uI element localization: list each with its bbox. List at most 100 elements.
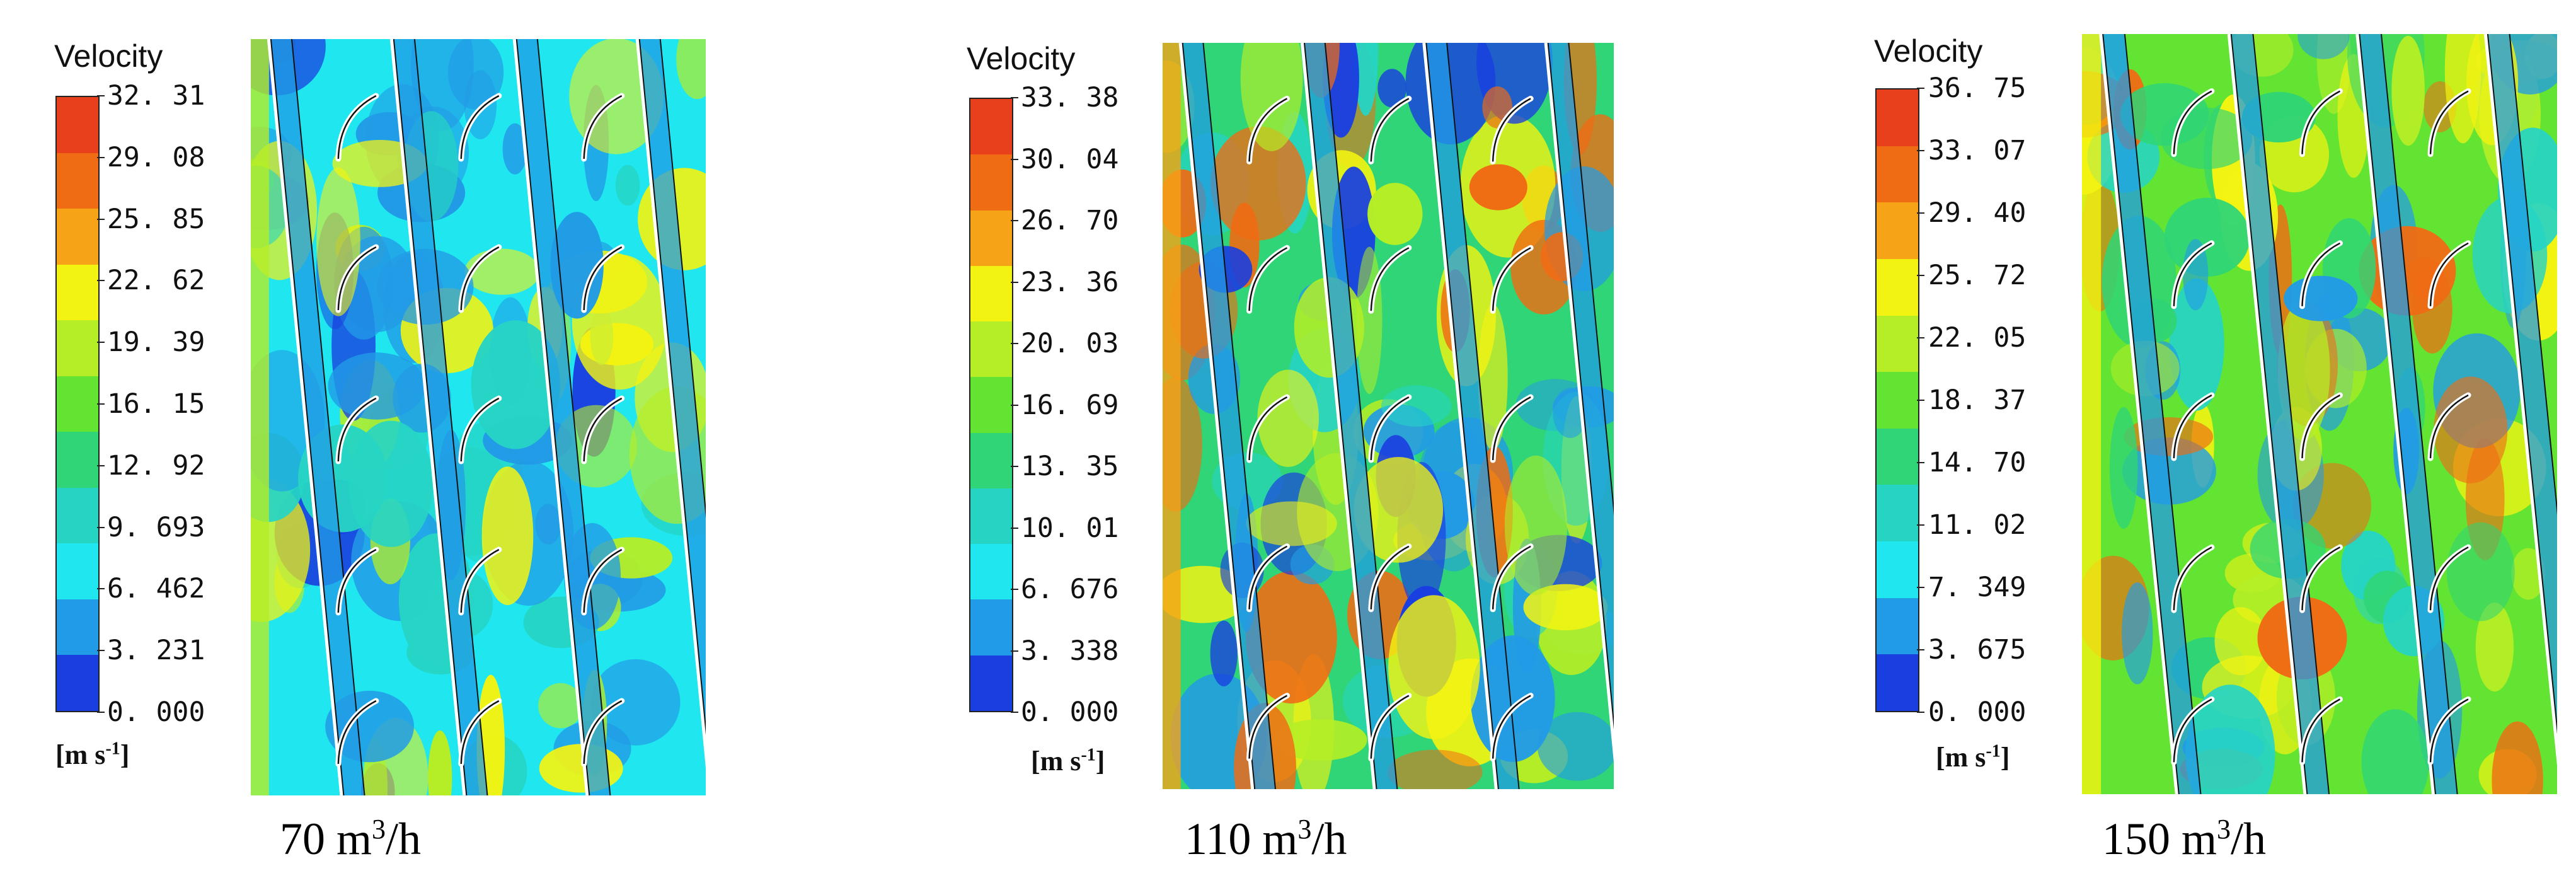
inlet-band <box>251 39 269 795</box>
colorbar-tick <box>1917 212 1924 214</box>
velocity-region <box>1478 304 1508 451</box>
guide-vane-edge <box>460 246 500 311</box>
blade-strip <box>635 39 706 768</box>
flow-rate-caption: 70 m3/h <box>280 814 422 864</box>
colorbar-tick <box>1917 337 1924 338</box>
guide-vane-edge <box>2301 394 2341 459</box>
colorbar-tick-label: 9. 693 <box>107 511 205 543</box>
colorbar-tick <box>1917 524 1924 526</box>
guide-vane-edge <box>1492 545 1531 609</box>
guide-vane-edge <box>1248 695 1288 759</box>
guide-vane-edge <box>460 548 500 613</box>
guide-vane-edge <box>337 246 377 311</box>
guide-vane-edge <box>460 95 500 159</box>
colorbar-tick <box>1011 281 1018 283</box>
velocity-region <box>1367 183 1423 245</box>
colorbar-tick <box>1917 275 1924 276</box>
velocity-region <box>550 212 604 319</box>
guide-vane-edge <box>2301 90 2341 154</box>
colorbar-tick <box>1917 712 1924 713</box>
colorbar-segment <box>57 487 98 544</box>
blade-strip <box>2483 34 2557 766</box>
colorbar-tick-label: 6. 462 <box>107 573 205 605</box>
guide-vane-edge <box>1370 247 1410 311</box>
guide-vane-edge <box>337 95 377 159</box>
colorbar-segment <box>970 544 1012 600</box>
guide-vane-edge <box>2173 90 2212 154</box>
colorbar-segment <box>57 655 98 712</box>
colorbar-segment <box>57 320 98 376</box>
colorbar-tick-label: 25. 72 <box>1928 260 2027 291</box>
colorbar-tick-label: 33. 38 <box>1021 82 1119 113</box>
guide-vane-edge <box>2429 394 2469 459</box>
velocity-region <box>538 683 584 729</box>
colorbar-tick <box>97 95 105 96</box>
colorbar-tick <box>1917 150 1924 151</box>
velocity-region <box>2214 607 2267 676</box>
colorbar-tick <box>97 280 105 282</box>
colorbar-tick <box>1011 650 1018 652</box>
colorbar-segment <box>970 377 1012 433</box>
velocity-region <box>1210 620 1238 686</box>
velocity-region <box>535 504 561 545</box>
colorbar-tick <box>1011 220 1018 221</box>
colorbar-tick <box>1011 466 1018 467</box>
colorbar-segment <box>1877 202 1918 259</box>
colorbar-tick-label: 18. 37 <box>1928 384 2027 416</box>
colorbar-segment <box>57 264 98 321</box>
guide-vane-edge <box>1248 247 1288 311</box>
velocity-region <box>464 248 540 295</box>
colorbar-tick-label: 23. 36 <box>1021 266 1119 298</box>
guide-vane-edge <box>2301 546 2341 611</box>
colorbar-tick <box>97 156 105 158</box>
velocity-region <box>590 659 681 746</box>
velocity-region <box>2109 407 2138 529</box>
velocity-region <box>1257 369 1319 467</box>
velocity-region <box>2492 721 2543 794</box>
colorbar-tick-label: 22. 62 <box>107 265 205 297</box>
colorbar-tick <box>1917 88 1924 89</box>
colorbar-tick-label: 3. 675 <box>1928 634 2027 666</box>
legend-title: Velocity <box>54 38 163 74</box>
guide-vane-edge <box>1248 545 1288 609</box>
colorbar-segment <box>57 543 98 599</box>
colorbar-segment <box>57 432 98 488</box>
colorbar-segment <box>1877 372 1918 429</box>
velocity-region <box>502 123 527 175</box>
colorbar-tick-label: 12. 92 <box>107 449 205 482</box>
colorbar-segment <box>1877 146 1918 203</box>
colorbar-tick-label: 13. 35 <box>1021 451 1119 482</box>
colorbar-tick-label: 6. 676 <box>1021 574 1119 605</box>
colorbar-tick-label: 14. 70 <box>1928 447 2027 478</box>
velocity-region <box>2444 34 2481 144</box>
velocity-region <box>1381 385 1452 427</box>
colorbar-tick-label: 0. 000 <box>1021 696 1119 728</box>
legend-title: Velocity <box>967 41 1076 76</box>
velocity-region <box>2475 602 2514 692</box>
colorbar-tick <box>1917 400 1924 401</box>
contour-field <box>1163 43 1614 789</box>
velocity-region <box>1353 43 1379 116</box>
unit-label: [m s-1] <box>55 739 130 770</box>
velocity-region <box>1210 126 1306 241</box>
guide-vane-edge <box>1370 545 1410 609</box>
guide-vane-edge <box>583 95 623 159</box>
colorbar <box>969 98 1013 712</box>
velocity-region <box>2124 417 2214 456</box>
guide-vane-edge <box>2173 242 2212 306</box>
colorbar-tick-label: 20. 03 <box>1021 328 1119 359</box>
colorbar-tick <box>1917 462 1924 463</box>
guide-vane-edge <box>583 246 623 311</box>
legend-title: Velocity <box>1874 33 1983 69</box>
colorbar-tick <box>1917 649 1924 650</box>
guide-vane-edge <box>1492 396 1531 461</box>
colorbar-segment <box>970 432 1012 488</box>
contour-field <box>2082 34 2557 794</box>
colorbar-tick-label: 0. 000 <box>107 696 205 728</box>
colorbar-tick-label: 22. 05 <box>1928 322 2027 354</box>
colorbar-tick-label: 16. 15 <box>107 388 205 420</box>
colorbar-segment <box>57 209 98 265</box>
flow-rate-caption: 110 m3/h <box>1185 814 1347 864</box>
colorbar-tick <box>97 650 105 652</box>
guide-vane-edge <box>460 700 500 765</box>
